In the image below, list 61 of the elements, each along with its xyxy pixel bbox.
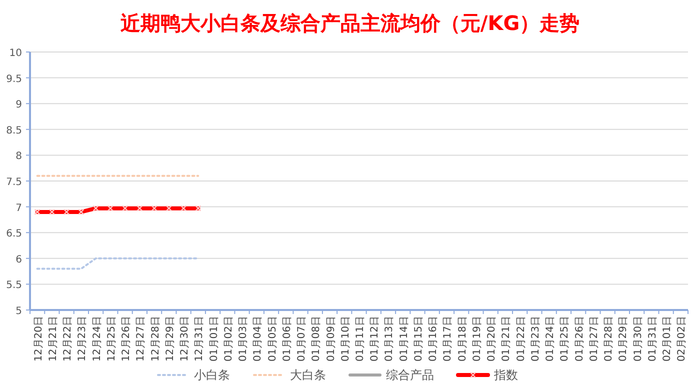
- y-tick-label: 7: [16, 202, 22, 214]
- x-tick-label: 01月29日: [618, 316, 630, 362]
- x-tick-label: 01月17日: [442, 316, 454, 362]
- x-tick-label: 01月24日: [545, 316, 556, 362]
- y-tick-label: 10: [9, 48, 22, 59]
- x-tick-label: 01月14日: [398, 316, 410, 362]
- y-tick-label: 6.5: [6, 228, 22, 240]
- x-tick-label: 02月01日: [662, 316, 674, 362]
- x-tick-label: 01月28日: [604, 316, 615, 362]
- y-tick-label: 5.5: [6, 280, 22, 292]
- x-tick-label: 01月07日: [296, 316, 308, 362]
- x-tick-label: 12月29日: [164, 316, 176, 362]
- x-tick-label: 12月21日: [48, 316, 59, 362]
- y-tick-label: 9.5: [6, 74, 22, 85]
- x-tick-label: 01月04日: [252, 316, 264, 362]
- chart-title: 近期鸭大小白条及综合产品主流均价（元/KG）走势: [119, 11, 580, 35]
- x-tick-label: 12月24日: [92, 316, 103, 362]
- x-tick-label: 01月15日: [413, 316, 424, 362]
- x-tick-label: 12月30日: [180, 316, 191, 362]
- x-tick-label: 01月19日: [472, 316, 483, 362]
- legend-label: 综合产品: [386, 368, 434, 382]
- y-tick-label: 8.5: [6, 125, 22, 136]
- x-tick-label: 01月23日: [530, 316, 542, 362]
- legend-label: 指数: [493, 368, 518, 382]
- x-tick-label: 01月31日: [647, 316, 658, 362]
- y-tick-label: 7.5: [6, 177, 22, 188]
- x-tick-label: 12月28日: [150, 316, 162, 362]
- x-tick-label: 12月27日: [136, 316, 147, 362]
- x-tick-label: 01月16日: [428, 316, 440, 362]
- x-tick-label: 12月23日: [77, 316, 88, 362]
- x-tick-label: 01月20日: [486, 316, 498, 362]
- x-tick-label: 01月18日: [457, 316, 468, 362]
- x-tick-label: 01月26日: [574, 316, 586, 362]
- x-tick-label: 01月12日: [370, 316, 381, 362]
- x-tick-label: 01月06日: [282, 316, 293, 362]
- x-tick-label: 12月26日: [121, 316, 132, 362]
- x-tick-label: 02月02日: [676, 316, 688, 362]
- x-tick-label: 01月22日: [516, 316, 527, 362]
- x-tick-label: 12月25日: [106, 316, 118, 362]
- x-tick-label: 12月22日: [62, 316, 74, 362]
- legend-label: 小白条: [194, 368, 230, 382]
- y-tick-label: 8: [16, 151, 22, 162]
- x-tick-label: 01月11日: [355, 316, 366, 362]
- x-tick-label: 01月25日: [560, 316, 571, 362]
- y-tick-label: 5: [16, 306, 22, 317]
- y-tick-label: 6: [16, 254, 22, 266]
- x-tick-label: 01月03日: [238, 316, 250, 362]
- x-tick-label: 01月08日: [311, 316, 322, 362]
- x-tick-label: 01月09日: [326, 316, 337, 362]
- x-tick-label: 01月10日: [340, 316, 352, 362]
- x-tick-label: 01月30日: [632, 316, 644, 362]
- x-tick-label: 01月13日: [384, 316, 396, 362]
- x-tick-label: 01月27日: [588, 316, 600, 362]
- x-tick-label: 01月21日: [501, 316, 512, 362]
- y-tick-label: 9: [16, 100, 22, 111]
- legend-label: 大白条: [290, 368, 326, 382]
- x-tick-label: 01月02日: [223, 316, 234, 362]
- x-tick-label: 12月20日: [33, 316, 44, 362]
- x-tick-label: 01月05日: [267, 316, 278, 362]
- x-tick-label: 12月31日: [194, 316, 206, 362]
- x-tick-label: 01月01日: [208, 316, 220, 362]
